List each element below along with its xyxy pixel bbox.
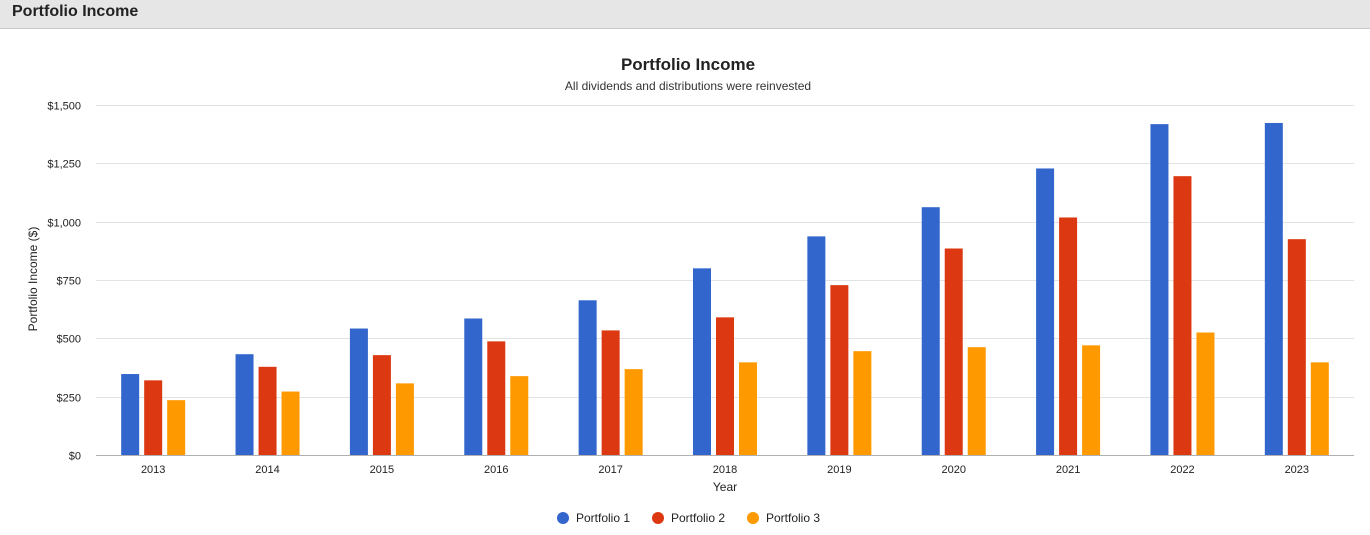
x-tick-label: 2016 <box>484 464 508 476</box>
x-tick-label: 2013 <box>141 464 165 476</box>
x-axis-ticks: 2013 2014 2015 2016 2017 2018 2019 2020 2021 2022… <box>141 464 1309 476</box>
y-tick-label: $1,250 <box>47 159 81 171</box>
bar <box>349 328 368 455</box>
bar <box>601 330 620 455</box>
bar <box>967 347 986 455</box>
bar <box>372 355 391 455</box>
y-tick-label: $500 <box>57 334 81 346</box>
bar <box>1082 345 1101 455</box>
legend-marker <box>652 512 664 524</box>
bar <box>624 369 643 455</box>
bar <box>144 380 163 455</box>
chart-title: Portfolio Income <box>621 55 755 74</box>
y-axis-ticks: $0 $250 $500 $750 $1,000 $1,250 $1,500 <box>47 101 81 463</box>
bar <box>464 318 483 455</box>
bar <box>1150 124 1169 455</box>
legend-label: Portfolio 2 <box>671 511 725 525</box>
bar <box>510 376 529 455</box>
legend-marker <box>557 512 569 524</box>
panel-title: Portfolio Income <box>12 3 139 20</box>
bar <box>258 366 277 455</box>
bar <box>1264 122 1283 455</box>
x-tick-label: 2023 <box>1285 464 1309 476</box>
bar <box>1173 176 1192 455</box>
y-tick-label: $750 <box>57 276 81 288</box>
portfolio-income-chart: Portfolio Income All dividends and distr… <box>26 55 1354 525</box>
bars <box>121 122 1329 455</box>
x-tick-label: 2014 <box>255 464 279 476</box>
bar <box>1310 362 1329 455</box>
x-tick-label: 2018 <box>713 464 737 476</box>
y-axis-title: Portfolio Income ($) <box>26 227 40 332</box>
bar <box>1196 332 1215 455</box>
bar <box>693 268 711 455</box>
y-tick-label: $250 <box>57 393 81 405</box>
bar <box>578 300 597 455</box>
bar <box>235 354 254 455</box>
x-tick-label: 2017 <box>598 464 622 476</box>
bar <box>716 317 734 455</box>
y-tick-label: $1,500 <box>47 101 81 113</box>
bar <box>281 391 300 455</box>
x-axis-title: Year <box>713 480 737 494</box>
bar <box>944 248 963 455</box>
x-tick-label: 2015 <box>370 464 394 476</box>
legend-label: Portfolio 1 <box>576 511 630 525</box>
x-tick-label: 2021 <box>1056 464 1080 476</box>
bar <box>739 362 757 455</box>
legend-label: Portfolio 3 <box>766 511 820 525</box>
x-tick-label: 2022 <box>1170 464 1194 476</box>
legend: Portfolio 1 Portfolio 2 Portfolio 3 <box>557 511 820 525</box>
x-tick-label: 2019 <box>827 464 851 476</box>
x-tick-label: 2020 <box>941 464 965 476</box>
bar <box>807 236 826 455</box>
y-tick-label: $1,000 <box>47 218 81 230</box>
bar <box>1036 168 1055 455</box>
bar <box>853 351 872 455</box>
bar <box>830 285 849 455</box>
legend-marker <box>747 512 759 524</box>
bar <box>121 374 140 455</box>
bar <box>921 207 940 455</box>
panel-header: Portfolio Income <box>0 0 1370 29</box>
bar <box>487 341 506 455</box>
bar <box>1287 239 1306 455</box>
chart-subtitle: All dividends and distributions were rei… <box>565 79 811 93</box>
bar <box>1059 217 1078 455</box>
bar <box>395 383 414 455</box>
bar <box>167 400 186 455</box>
y-tick-label: $0 <box>69 451 81 463</box>
